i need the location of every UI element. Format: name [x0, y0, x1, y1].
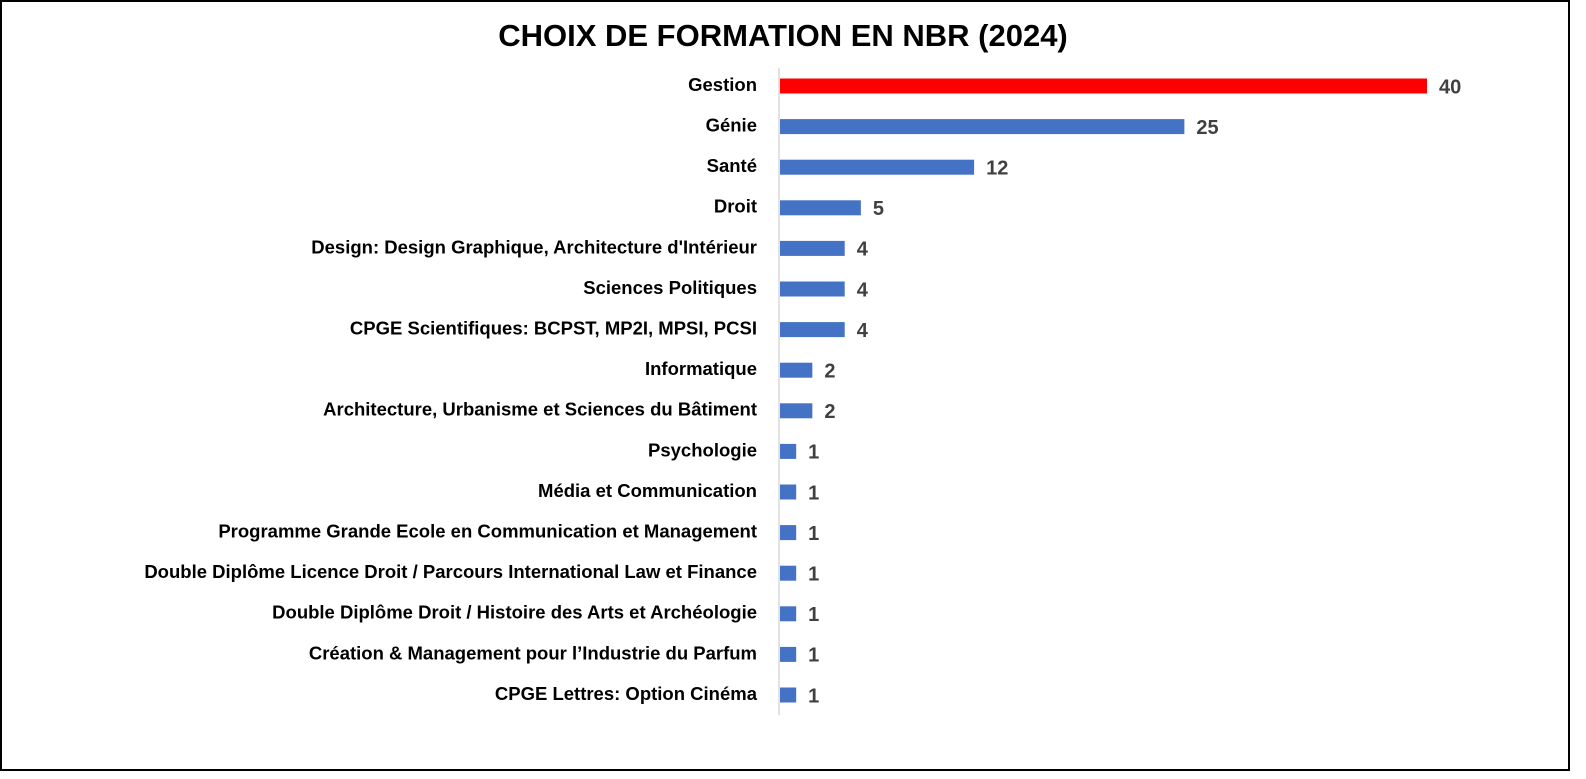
value-label-12: 1 [808, 563, 819, 585]
category-label-15: CPGE Lettres: Option Cinéma [495, 683, 758, 704]
bar-15 [780, 687, 797, 703]
value-label-1: 25 [1196, 117, 1218, 139]
category-label-3: Droit [714, 196, 757, 217]
value-label-9: 1 [808, 442, 819, 464]
value-label-6: 4 [857, 320, 869, 342]
bar-11 [780, 525, 797, 541]
category-label-6: CPGE Scientifiques: BCPST, MP2I, MPSI, P… [350, 317, 757, 338]
category-label-1: Génie [706, 114, 757, 135]
bar-9 [780, 443, 797, 459]
value-label-15: 1 [808, 685, 819, 707]
bar-0 [780, 78, 1427, 94]
bar-1 [780, 119, 1185, 135]
category-label-2: Santé [707, 155, 757, 176]
category-label-9: Psychologie [648, 439, 757, 460]
value-label-7: 2 [824, 360, 835, 382]
value-label-10: 1 [808, 482, 819, 504]
bar-12 [780, 565, 797, 581]
value-label-8: 2 [824, 401, 835, 423]
value-label-5: 4 [857, 279, 869, 301]
value-label-4: 4 [857, 239, 869, 261]
bar-2 [780, 159, 975, 175]
category-label-8: Architecture, Urbanisme et Sciences du B… [323, 399, 757, 420]
category-label-14: Création & Management pour l’Industrie d… [309, 642, 757, 663]
chart-title: CHOIX DE FORMATION EN NBR (2024) [498, 18, 1068, 53]
bar-4 [780, 240, 845, 256]
category-label-7: Informatique [645, 358, 757, 379]
value-label-11: 1 [808, 523, 819, 545]
value-label-0: 40 [1439, 76, 1461, 98]
category-label-12: Double Diplôme Licence Droit / Parcours … [144, 561, 757, 582]
category-label-5: Sciences Politiques [583, 277, 757, 298]
category-label-13: Double Diplôme Droit / Histoire des Arts… [272, 602, 757, 623]
bar-14 [780, 646, 797, 662]
bar-13 [780, 606, 797, 622]
bar-6 [780, 322, 845, 338]
category-label-0: Gestion [688, 74, 757, 95]
bar-8 [780, 403, 813, 419]
bar-3 [780, 200, 861, 216]
category-label-10: Média et Communication [538, 480, 757, 501]
bar-7 [780, 362, 813, 378]
bar-10 [780, 484, 797, 500]
value-label-14: 1 [808, 645, 819, 667]
category-label-4: Design: Design Graphique, Architecture d… [311, 236, 757, 257]
value-label-2: 12 [986, 157, 1008, 179]
value-label-13: 1 [808, 604, 819, 626]
category-label-11: Programme Grande Ecole en Communication … [218, 520, 757, 541]
bar-5 [780, 281, 845, 297]
value-label-3: 5 [873, 198, 884, 220]
